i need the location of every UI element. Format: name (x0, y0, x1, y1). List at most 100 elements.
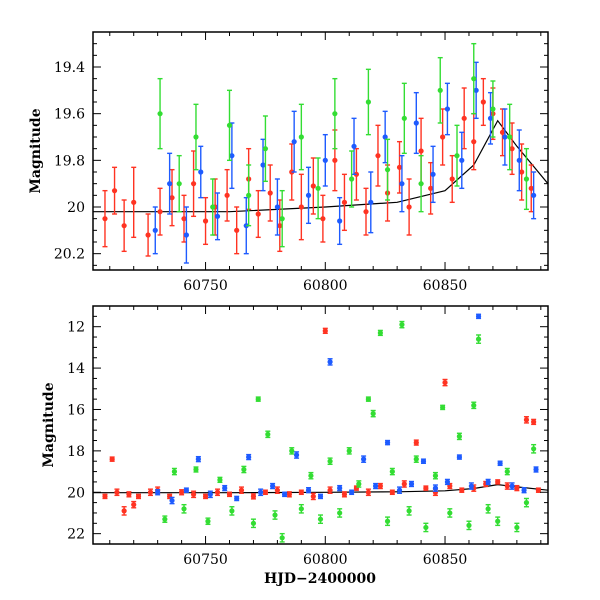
top-x-tick-label: 60800 (303, 278, 348, 294)
bottom-series-0-point (135, 493, 142, 500)
bottom-x-axis-title: HJD−2400000 (264, 571, 376, 587)
top-series-2-point (401, 82, 407, 155)
bottom-series-1-point (432, 484, 439, 492)
bottom-series-1-point (195, 455, 201, 463)
bottom-x-tick-label: 60750 (183, 552, 228, 568)
top-series-1-point (531, 171, 537, 220)
top-series-1-point (516, 129, 522, 192)
top-series-0-point (363, 187, 369, 236)
top-series-1-point (183, 206, 189, 264)
bottom-series-2-point (475, 334, 482, 344)
bottom-series-1-point (475, 313, 482, 320)
bottom-y-tick-label: 22 (67, 527, 85, 543)
bottom-series-1-point (361, 455, 367, 463)
bottom-series-2-point (298, 503, 304, 514)
bottom-series-0-point (298, 489, 304, 496)
bottom-y-tick-label: 12 (67, 320, 85, 336)
bottom-series-0-point (504, 482, 510, 490)
bottom-series-1-point (317, 493, 324, 500)
top-series-0-point (471, 112, 477, 171)
bottom-series-0-point (286, 491, 292, 498)
top-series-0-point (320, 194, 326, 243)
top-series-2-point (507, 103, 513, 171)
bottom-series-2-point (356, 480, 362, 488)
top-series-1-point (459, 131, 465, 190)
bottom-series-2-point (384, 516, 391, 527)
top-series-0-point (190, 150, 197, 218)
top-series-1-point (444, 82, 451, 136)
bottom-series-0-point (327, 486, 333, 494)
bottom-axes: 60750 60800 60850 12 14 16 18 20 22 (67, 305, 548, 568)
top-series-0-point (428, 161, 434, 215)
top-series-1-point (413, 91, 419, 155)
bottom-series-0-point (310, 492, 316, 501)
bottom-series-2-point (162, 515, 168, 523)
bottom-series-1-point (521, 487, 527, 494)
bottom-series-0-point (202, 493, 209, 500)
top-series-2-point (454, 124, 460, 187)
top-axes: 60750 60800 60850 19.4 19.6 19.8 20 20.2 (54, 31, 548, 294)
bottom-series-2-point (485, 503, 491, 514)
bottom-series-2-point (181, 503, 187, 514)
bottom-series-2-point (241, 465, 247, 474)
top-series-1-point (214, 192, 221, 241)
top-series-2-point (437, 56, 443, 124)
bottom-series-0-point (109, 456, 115, 462)
top-plot-frame (92, 31, 549, 271)
bottom-series-0-point (167, 493, 173, 500)
bottom-y-tick-label: 14 (67, 361, 85, 377)
top-series-0-point (224, 168, 230, 222)
bottom-series-0-point (322, 327, 328, 335)
top-series-2-point (332, 77, 338, 150)
bottom-series-0-point (214, 488, 221, 497)
top-series-1-point (337, 196, 343, 246)
bottom-series-2-point (447, 508, 453, 518)
bottom-series-2-point (399, 320, 405, 329)
bottom-series-0-point (226, 491, 233, 498)
bottom-series-1-point (456, 454, 462, 460)
bottom-series-0-point (523, 416, 530, 424)
top-series-1-point (351, 117, 357, 176)
top-series-0-point (375, 124, 381, 187)
bottom-series-1-point (222, 484, 228, 492)
bottom-y-tick-label: 16 (67, 402, 85, 418)
bottom-series-2-point (255, 396, 261, 402)
top-y-tick-label: 20 (67, 200, 85, 216)
bottom-series-2-point (504, 467, 510, 476)
bottom-series-0-point (179, 489, 185, 496)
top-series-0-point (169, 168, 175, 227)
top-series-1-point (502, 108, 508, 166)
top-y-tick-label: 20.2 (54, 247, 85, 263)
bottom-series-1-point (349, 489, 355, 496)
bottom-x-tick-label: 60850 (423, 552, 468, 568)
bottom-series-0-point (131, 500, 137, 509)
bottom-series-2-point (389, 467, 395, 476)
top-series-2-point (471, 42, 477, 115)
top-series-0-point (480, 77, 486, 127)
top-series-2-point (157, 77, 163, 150)
bottom-series-2-point (456, 432, 462, 441)
bottom-series-2-point (531, 443, 537, 454)
top-series-1-point (229, 122, 235, 190)
bottom-series-0-point (114, 488, 120, 497)
bottom-series-0-point (365, 488, 371, 497)
top-series-0-point (202, 196, 209, 246)
bottom-series-1-point (270, 482, 276, 490)
top-series-0-point (528, 164, 534, 213)
bottom-series-1-point (468, 482, 474, 490)
bottom-y-tick-label: 20 (67, 485, 85, 501)
bottom-series-1-point (509, 482, 515, 490)
bottom-series-0-point (126, 491, 132, 498)
bottom-series-1-point (246, 453, 252, 461)
bottom-panel: 60750 60800 60850 12 14 16 18 20 22 Magnitude HJ… (41, 305, 549, 587)
top-series-0-point (111, 166, 118, 215)
top-series-1-point (368, 171, 374, 234)
bottom-series-1-point (281, 491, 288, 498)
bottom-series-0-point (341, 491, 348, 498)
top-series-2-point (365, 68, 371, 136)
top-series-0-point (121, 199, 127, 253)
bottom-series-0-point (377, 482, 383, 490)
top-series-2-point (279, 189, 285, 248)
top-panel: 60750 60800 60850 19.4 19.6 19.8 20 20.2 Magnit… (28, 31, 549, 294)
bottom-series-0-point (250, 493, 257, 500)
